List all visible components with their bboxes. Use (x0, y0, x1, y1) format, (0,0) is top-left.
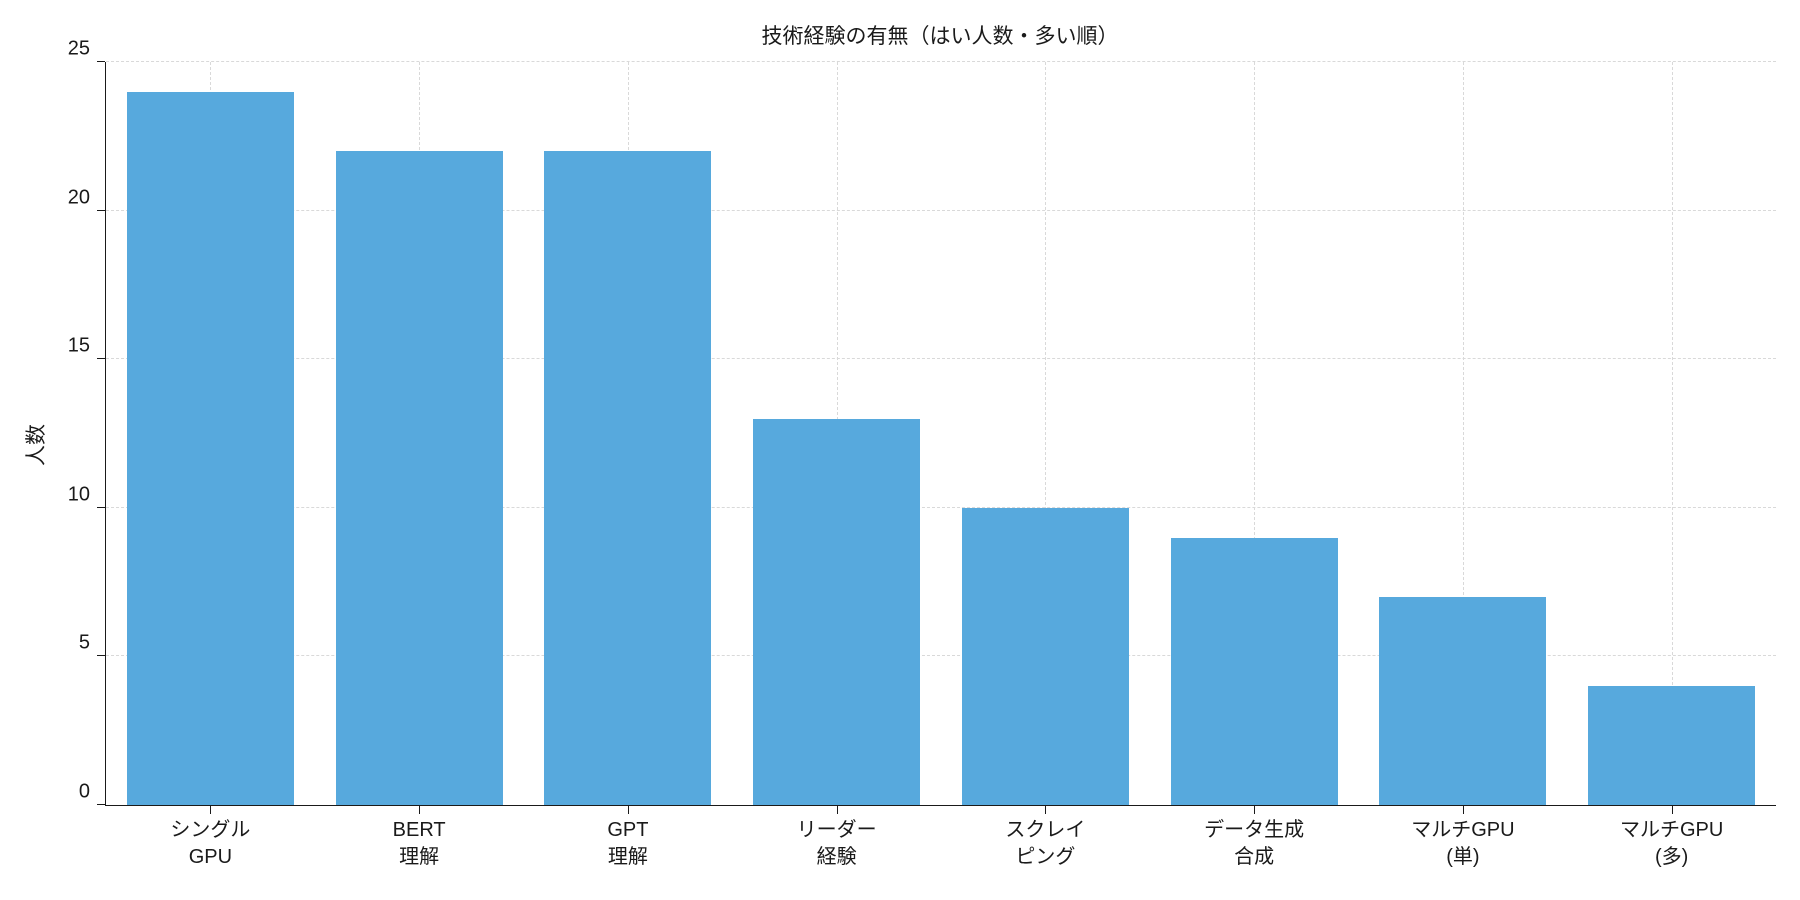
vertical-gridline (1462, 62, 1464, 805)
bar (1588, 686, 1756, 805)
vertical-gridline (1671, 62, 1673, 805)
y-tick-label: 25 (67, 37, 90, 60)
horizontal-gridline (106, 506, 1776, 508)
horizontal-gridline (106, 209, 1776, 211)
y-tick-label: 15 (67, 334, 90, 357)
horizontal-gridline (106, 655, 1776, 657)
x-tick-label: BERT 理解 (392, 819, 446, 868)
x-tick-mark (1254, 806, 1256, 814)
x-tick-mark (627, 806, 629, 814)
bar (961, 507, 1129, 805)
vertical-gridline (1254, 62, 1256, 805)
y-tick-mark (97, 506, 105, 508)
y-tick-label: 10 (67, 483, 90, 506)
y-tick-label: 0 (78, 780, 90, 803)
x-tick-mark (836, 806, 838, 814)
y-tick-label: 5 (78, 631, 90, 654)
y-tick-label: 20 (67, 186, 90, 209)
y-axis-label: 人数 (25, 424, 48, 466)
x-tick-mark (1462, 806, 1464, 814)
y-tick-mark (97, 61, 105, 62)
x-tick-mark (1045, 806, 1047, 814)
horizontal-gridline (106, 358, 1776, 360)
bar (335, 151, 503, 805)
x-tick-label: リーダー 経験 (796, 819, 877, 868)
x-tick-mark (1671, 806, 1673, 814)
x-tick-label: シングル GPU (170, 819, 251, 868)
bar (1379, 596, 1547, 805)
y-tick-mark (97, 804, 105, 805)
x-tick-label: データ生成 合成 (1204, 819, 1305, 868)
bar (544, 151, 712, 805)
x-tick-mark (210, 806, 212, 814)
x-tick-label: マルチGPU (単) (1411, 819, 1515, 868)
y-tick-mark (97, 209, 105, 211)
y-tick-mark (97, 655, 105, 657)
horizontal-gridline (106, 61, 1776, 62)
bar (126, 91, 294, 805)
x-tick-label: スクレイ ピング (1005, 819, 1086, 868)
x-tick-label: GPT 理解 (607, 819, 649, 868)
bar (1170, 537, 1338, 805)
plot-area: 0 5 10 15 20 25 シングル GPU BERT 理解 GPT 理解 リーダー 経験 スク… (68, 38, 1776, 868)
vertical-gridline (1045, 62, 1047, 805)
x-tick-label: マルチGPU (多) (1619, 819, 1724, 868)
y-tick-mark (97, 358, 105, 360)
chart-title: 技術経験の有無（はい人数・多い順） (761, 25, 1119, 48)
bar (753, 418, 921, 805)
x-tick-mark (419, 806, 421, 814)
